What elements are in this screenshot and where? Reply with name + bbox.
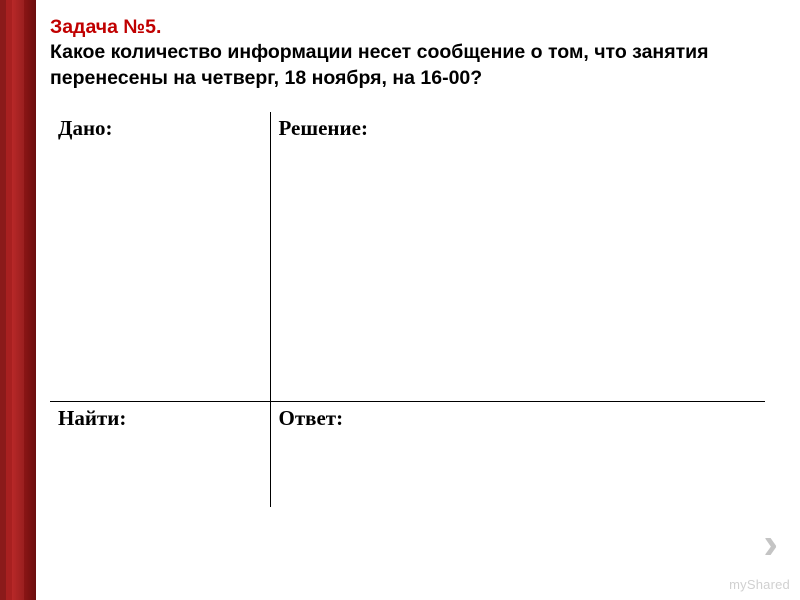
- table-row: Дано: Решение:: [50, 112, 765, 402]
- task-label: Задача №5.: [50, 16, 161, 38]
- problem-table: Дано: Решение: Найти: Ответ:: [50, 112, 765, 507]
- left-accent-bar: [0, 0, 36, 600]
- stripe: [12, 0, 24, 600]
- header: Задача №5. Какое количество информации н…: [50, 16, 765, 92]
- table-row: Найти: Ответ:: [50, 402, 765, 507]
- solution-cell: Решение:: [270, 112, 765, 402]
- watermark-text: myShared: [729, 577, 790, 592]
- stripe: [24, 0, 36, 600]
- find-cell: Найти:: [50, 402, 270, 507]
- given-label: Дано:: [58, 116, 113, 140]
- answer-cell: Ответ:: [270, 402, 765, 507]
- find-label: Найти:: [58, 406, 126, 430]
- answer-label: Ответ:: [279, 406, 344, 430]
- next-arrow-icon[interactable]: ›: [763, 522, 778, 566]
- question-text: Какое количество информации несет сообще…: [50, 39, 765, 92]
- content-container: Задача №5. Какое количество информации н…: [50, 16, 765, 590]
- solution-label: Решение:: [279, 116, 368, 140]
- given-cell: Дано:: [50, 112, 270, 402]
